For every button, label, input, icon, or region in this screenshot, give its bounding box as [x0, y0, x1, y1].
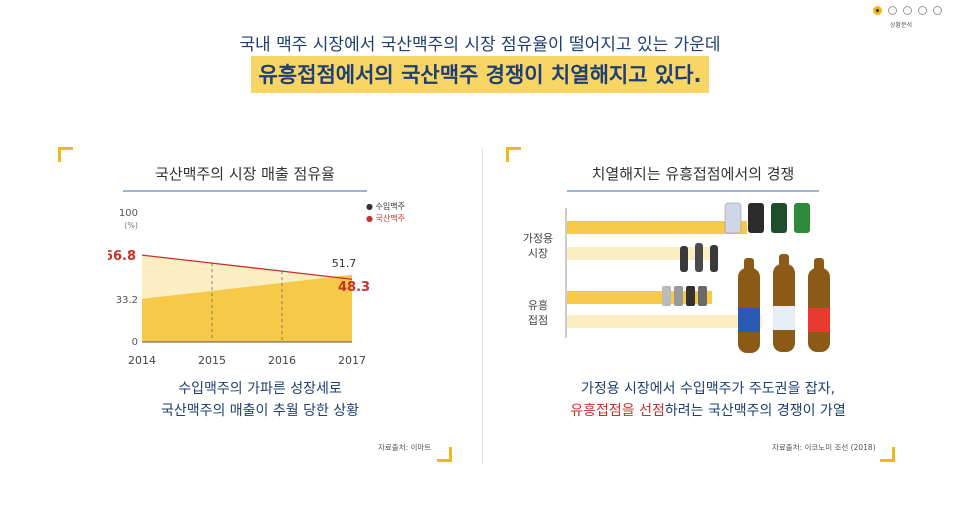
x-tick-label: 2016: [268, 354, 296, 367]
nav-dot-active[interactable]: [873, 6, 882, 15]
chart-background-top: [142, 212, 352, 280]
home-imported-bar: [567, 221, 747, 234]
market-share-chart: 100 (%) 33.2 0 ● 수입맥주 ● 국산맥주 66.8 48.3 5…: [108, 201, 405, 367]
venue-label-line2: 접점: [527, 314, 549, 327]
legend-domestic-label: 국산맥주: [376, 213, 405, 223]
right-corner-bottom: [880, 447, 895, 462]
left-caption-line1: 수입맥주의 가파른 성장세로: [178, 381, 342, 397]
headline-highlight: 유흥접점에서의 국산맥주 경쟁이 치열해지고 있다.: [0, 56, 960, 93]
right-caption-highlight: 유흥접점을 선점: [570, 403, 665, 419]
x-tick-label: 2015: [198, 354, 226, 367]
home-market-label: 가정용 시장: [520, 231, 556, 261]
imported-end-label: 51.7: [332, 257, 357, 270]
legend-imported-label: 수입맥주: [376, 201, 405, 211]
home-domestic-bar: [567, 247, 712, 260]
right-caption-rest: 하려는 국산맥주의 경쟁이 가열: [664, 403, 846, 419]
headline-line2: 유흥접점에서의 국산맥주 경쟁이 치열해지고 있다.: [250, 56, 710, 93]
headline-line1: 국내 맥주 시장에서 국산맥주의 시장 점유율이 떨어지고 있는 가운데: [239, 35, 721, 55]
right-corner-top: [506, 147, 521, 162]
domestic-start-label: 66.8: [108, 249, 136, 264]
venue-domestic-bar: [567, 315, 762, 328]
y-tick-label: 100: [119, 208, 138, 219]
left-caption-line2: 국산맥주의 매출이 추월 당한 상황: [160, 403, 360, 419]
nav-dot[interactable]: [933, 6, 942, 15]
y-unit-label: (%): [124, 221, 138, 230]
left-panel-title: 국산맥주의 시장 매출 점유율: [123, 163, 367, 192]
x-tick-label: 2014: [128, 354, 156, 367]
imported-share-area: [142, 274, 352, 342]
home-market-label-line1: 가정용: [522, 232, 554, 245]
left-corner-top: [58, 147, 73, 162]
right-caption: 가정용 시장에서 수입맥주가 주도권을 잡자, 유흥접점을 선점하려는 국산맥주…: [528, 378, 888, 422]
venue-beer-cans-icon: [662, 286, 707, 306]
domestic-share-area: [142, 255, 352, 299]
panel-divider: [482, 148, 483, 464]
right-caption-line2: 유흥접점을 선점하려는 국산맥주의 경쟁이 가열: [528, 400, 888, 422]
slide-navigation: [873, 6, 942, 15]
domestic-beer-bottles-icon: [738, 254, 830, 353]
imported-beer-cans-icon: [724, 202, 810, 234]
nav-label: 상황분석: [889, 22, 912, 29]
left-caption: 수입맥주의 가파른 성장세로 국산맥주의 매출이 추월 당한 상황: [110, 378, 410, 422]
left-source: 자료출처: 이마트: [378, 443, 432, 452]
home-market-label-line2: 시장: [527, 247, 549, 260]
venue-label: 유흥 접점: [520, 298, 556, 328]
nav-dot[interactable]: [918, 6, 927, 15]
domestic-end-label: 48.3: [338, 280, 370, 295]
right-caption-line1: 가정용 시장에서 수입맥주가 주도권을 잡자,: [580, 381, 836, 397]
venue-label-line1: 유흥: [527, 299, 549, 312]
channel-illustration: [565, 202, 830, 353]
left-corner-bottom: [437, 447, 452, 462]
legend-imported: ● 수입맥주: [366, 201, 405, 211]
x-tick-label: 2017: [338, 354, 366, 367]
right-panel-title: 치열해지는 유흥접점에서의 경쟁: [567, 163, 819, 192]
domestic-line: [141, 254, 353, 280]
domestic-small-bottles-icon: [680, 243, 718, 272]
nav-dot[interactable]: [888, 6, 897, 15]
y-tick-label: 0: [132, 337, 138, 348]
y-tick-label: 33.2: [116, 295, 138, 306]
legend-domestic: ● 국산맥주: [366, 213, 405, 223]
right-source: 자료출처: 이코노미 조선 (2018): [772, 443, 876, 452]
nav-dot[interactable]: [903, 6, 912, 15]
